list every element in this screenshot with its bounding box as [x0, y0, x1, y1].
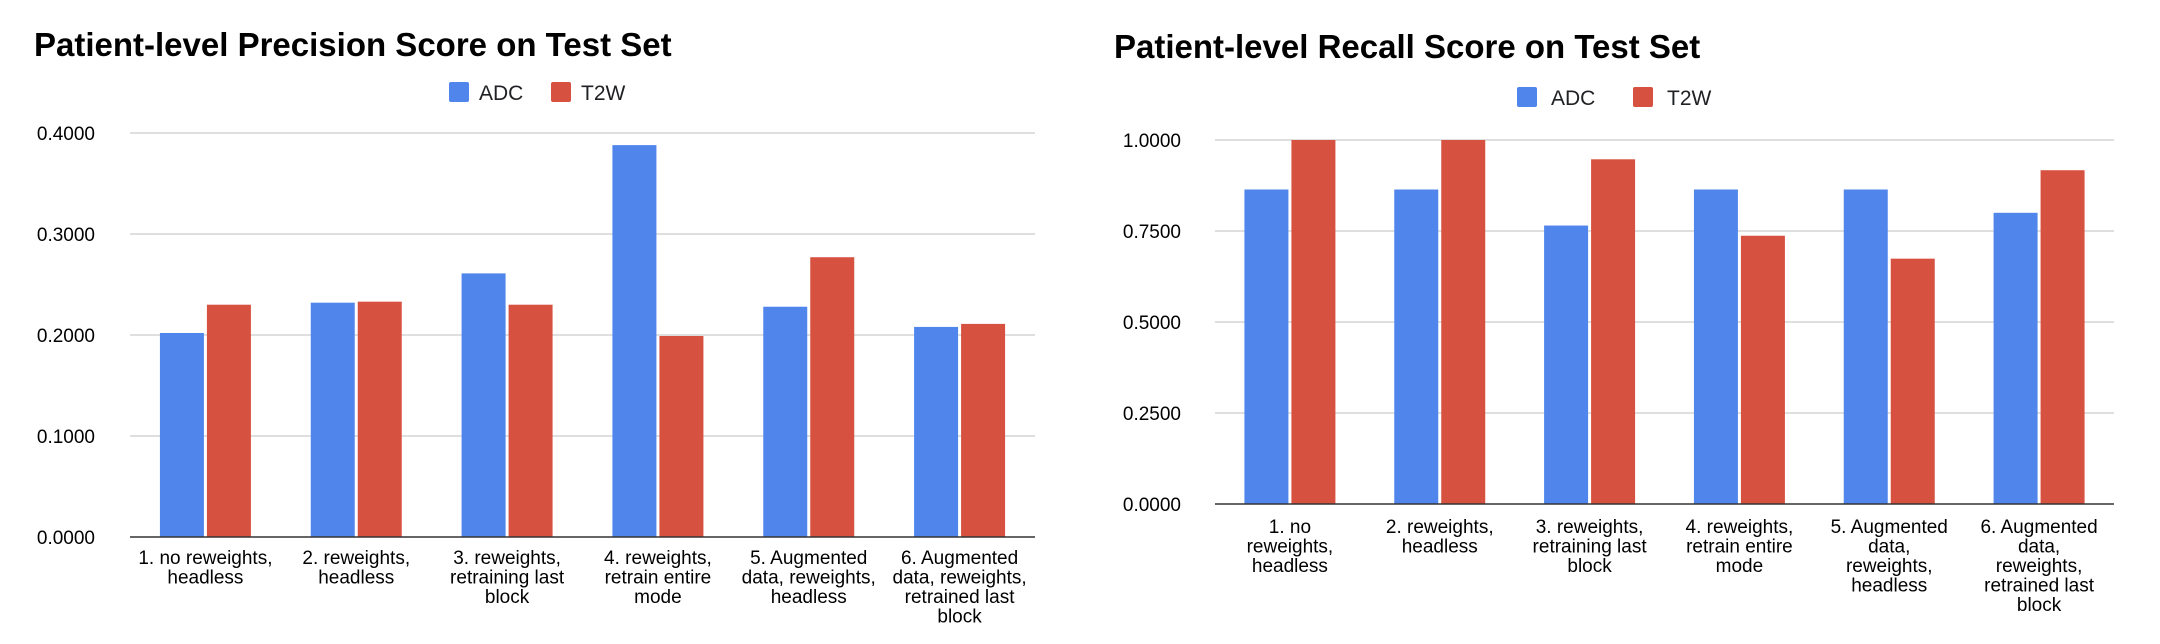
precision-bar-t2w-2 — [357, 301, 402, 537]
recall-bar-adc-6 — [1993, 212, 2038, 505]
precision-category-label: 4. reweights, retrain entire mode — [604, 548, 712, 608]
precision-bar-t2w-6 — [961, 323, 1006, 537]
precision-bar-adc-5 — [763, 306, 808, 537]
precision-bar-t2w-4 — [659, 336, 704, 537]
precision-bar-t2w-5 — [810, 257, 855, 537]
recall-category-label: 2. reweights, headless — [1386, 517, 1494, 558]
recall-legend-label-t2w: T2W — [1667, 87, 1712, 110]
precision-y-tick-label: 0.2000 — [37, 326, 95, 347]
recall-y-tick-label: 0.7500 — [1123, 222, 1181, 243]
precision-category-label: 2. reweights, headless — [302, 548, 410, 589]
recall-bar-t2w-3 — [1591, 159, 1636, 505]
precision-plot-area: 0.0000 0.1000 0.2000 0.3000 0.4000 1. no rewe… — [37, 124, 1035, 628]
recall-bar-adc-1 — [1244, 189, 1289, 504]
recall-category-label: 6. Augmented data, reweights, retrained las… — [1980, 517, 2097, 616]
recall-y-tick-label: 1.0000 — [1123, 131, 1181, 152]
precision-bar-adc-2 — [310, 302, 355, 537]
precision-y-tick-label: 0.4000 — [37, 124, 95, 145]
precision-legend-label-adc: ADC — [479, 82, 523, 105]
recall-y-tick-label: 0.0000 — [1123, 495, 1181, 516]
precision-y-tick-label: 0.3000 — [37, 225, 95, 246]
recall-category-label: 4. reweights, retrain entire mode — [1686, 517, 1794, 577]
precision-legend: ADC T2W — [449, 82, 626, 105]
precision-chart-title: Patient-level Precision Score on Test Se… — [34, 26, 672, 63]
precision-y-tick-label: 0.1000 — [37, 427, 95, 448]
recall-category-label: 1. no reweights, headless — [1247, 517, 1334, 577]
precision-category-label: 3. reweights, retraining last block — [450, 548, 565, 608]
precision-legend-swatch-t2w — [551, 82, 571, 102]
precision-bar-adc-3 — [461, 273, 506, 537]
recall-chart: Patient-level Recall Score on Test Set A… — [1114, 28, 2114, 616]
recall-legend: ADC T2W — [1517, 87, 1712, 110]
recall-chart-title: Patient-level Recall Score on Test Set — [1114, 28, 1700, 65]
recall-legend-label-adc: ADC — [1551, 87, 1595, 110]
precision-category-label: 1. no reweights, headless — [138, 548, 272, 589]
recall-plot-area: 0.0000 0.2500 0.5000 0.7500 1.0000 1. no rewei… — [1123, 131, 2114, 616]
recall-y-tick-label: 0.2500 — [1123, 404, 1181, 425]
precision-bar-adc-1 — [159, 332, 204, 537]
recall-bar-adc-3 — [1544, 225, 1589, 505]
recall-y-tick-label: 0.5000 — [1123, 313, 1181, 334]
precision-bar-adc-6 — [914, 326, 959, 537]
recall-category-label: 5. Augmented data, reweights, headless — [1831, 517, 1948, 597]
recall-bar-t2w-5 — [1890, 258, 1935, 504]
recall-bar-t2w-1 — [1291, 140, 1336, 504]
precision-bar-t2w-3 — [508, 304, 553, 537]
precision-category-label: 5. Augmented data, reweights, headless — [742, 548, 876, 608]
precision-legend-swatch-adc — [449, 82, 469, 102]
recall-bar-t2w-2 — [1441, 140, 1486, 504]
recall-bar-adc-5 — [1843, 189, 1888, 504]
precision-y-tick-label: 0.0000 — [37, 528, 95, 549]
recall-bar-t2w-6 — [2040, 170, 2085, 504]
recall-bar-t2w-4 — [1740, 235, 1785, 504]
recall-category-label: 3. reweights, retraining last block — [1533, 517, 1648, 577]
precision-bar-adc-4 — [612, 145, 657, 537]
recall-bar-adc-2 — [1394, 189, 1439, 504]
precision-legend-label-t2w: T2W — [581, 82, 626, 105]
precision-bar-t2w-1 — [206, 304, 251, 537]
precision-chart: Patient-level Precision Score on Test Se… — [34, 26, 1035, 628]
recall-legend-swatch-adc — [1517, 87, 1537, 107]
precision-category-label: 6. Augmented data, reweights, retrained la… — [893, 548, 1027, 628]
recall-legend-swatch-t2w — [1633, 87, 1653, 107]
recall-bar-adc-4 — [1693, 189, 1738, 504]
